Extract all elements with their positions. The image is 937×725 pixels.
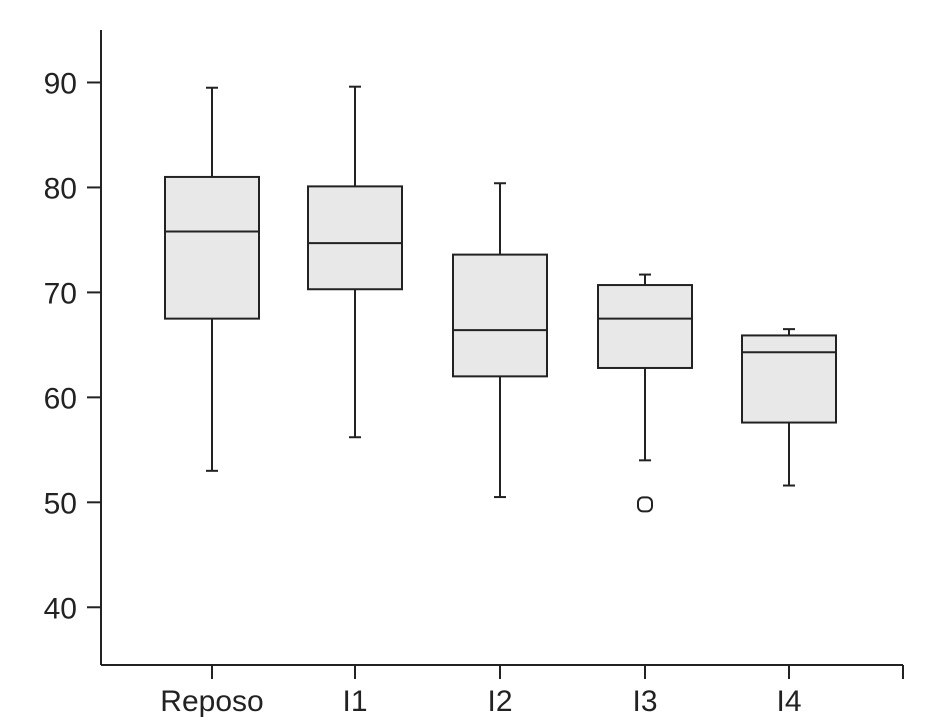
- box-i4: [741, 328, 837, 487]
- iqr-box-i1: [307, 185, 403, 291]
- iqr-box-i2: [452, 253, 548, 378]
- box-i2: [452, 182, 548, 499]
- x-tick-label-i3: I3: [632, 685, 657, 718]
- x-tick-label-reposo: Reposo: [160, 685, 263, 718]
- y-tick-label-70: 70: [44, 277, 77, 310]
- box-reposo: [164, 86, 260, 472]
- y-tick-label-90: 90: [44, 67, 77, 100]
- y-tick-label-80: 80: [44, 172, 77, 205]
- x-tick-label-i4: I4: [776, 685, 801, 718]
- y-tick-label-40: 40: [44, 592, 77, 625]
- x-tick-label-i1: I1: [342, 685, 367, 718]
- box-i1: [307, 85, 403, 439]
- box-i3: [597, 273, 693, 513]
- y-tick-label-50: 50: [44, 487, 77, 520]
- y-tick-label-60: 60: [44, 382, 77, 415]
- x-tick-label-i2: I2: [487, 685, 512, 718]
- iqr-box-reposo: [164, 175, 260, 320]
- chart-axes: [100, 30, 904, 679]
- outlier-point-i3-0: [637, 496, 653, 513]
- y-axis-ticks: 40 50 60 70 80 90: [44, 67, 101, 625]
- iqr-box-i3: [597, 284, 693, 369]
- iqr-box-i4: [741, 334, 837, 424]
- x-axis-ticks: Reposo I1 I2 I3 I4: [160, 665, 802, 718]
- box-series: [164, 85, 837, 513]
